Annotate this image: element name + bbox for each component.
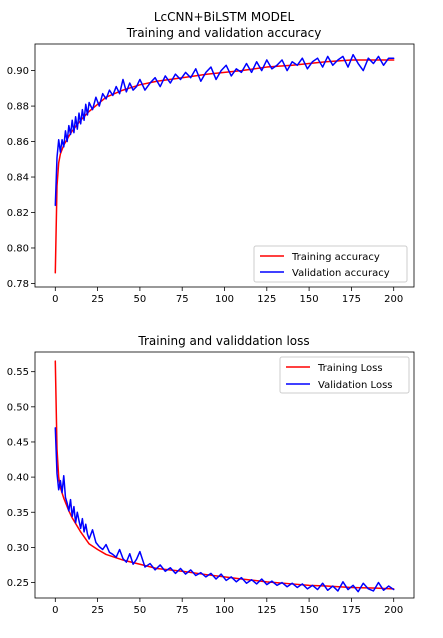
- legend-validation-accuracy-label: Validation accuracy: [292, 268, 390, 279]
- accuracy-x-tick-label: 125: [257, 294, 276, 305]
- accuracy-legend-frame: [253, 245, 408, 283]
- loss-x-axis: 0 25 50 75 100 125 150 175 200: [52, 598, 403, 616]
- loss-y-tick-label: 0.55: [7, 367, 29, 378]
- loss-x-tick-label: 200: [384, 605, 403, 616]
- loss-y-tick-label: 0.40: [7, 473, 29, 484]
- loss-chart: Training and validdation loss 0 25 50 75 100…: [7, 334, 415, 616]
- accuracy-x-axis: 0 25 50 75 100 125 150 175 200: [52, 287, 403, 305]
- accuracy-x-tick-label: 175: [342, 294, 361, 305]
- accuracy-x-tick-label: 100: [215, 294, 234, 305]
- accuracy-y-axis: 0.78 0.80 0.82 0.84 0.86 0.88 0.90: [7, 66, 35, 290]
- accuracy-y-tick-label: 0.88: [7, 102, 29, 113]
- loss-y-axis: 0.25 0.30 0.35 0.40 0.45 0.50 0.55: [7, 367, 35, 589]
- accuracy-series: [54, 53, 395, 274]
- accuracy-y-tick-label: 0.86: [7, 137, 29, 148]
- loss-y-tick-label: 0.30: [7, 543, 29, 554]
- accuracy-y-tick-label: 0.90: [7, 66, 29, 77]
- accuracy-chart-title: LcCNN+BiLSTM MODEL: [154, 10, 295, 24]
- accuracy-x-tick-label: 200: [384, 294, 403, 305]
- training-loss-line: [54, 360, 395, 590]
- loss-x-tick-label: 175: [342, 605, 361, 616]
- validation-loss-line: [54, 427, 395, 593]
- legend-validation-loss-label: Validation Loss: [318, 380, 393, 391]
- accuracy-y-tick-label: 0.78: [7, 279, 29, 290]
- accuracy-chart-subtitle: Training and validation accuracy: [126, 26, 322, 40]
- loss-series: [54, 360, 395, 593]
- loss-x-tick-label: 75: [176, 605, 189, 616]
- accuracy-chart: LcCNN+BiLSTM MODEL Training and validati…: [7, 10, 415, 305]
- accuracy-x-tick-label: 150: [300, 294, 319, 305]
- loss-y-tick-label: 0.35: [7, 508, 29, 519]
- loss-y-tick-label: 0.25: [7, 578, 29, 589]
- loss-x-tick-label: 0: [52, 605, 58, 616]
- accuracy-x-tick-label: 75: [176, 294, 189, 305]
- loss-y-tick-label: 0.45: [7, 437, 29, 448]
- loss-legend: Training Loss Validation Loss: [279, 356, 410, 394]
- accuracy-x-tick-label: 25: [91, 294, 104, 305]
- loss-x-tick-label: 50: [134, 605, 147, 616]
- loss-y-tick-label: 0.50: [7, 402, 29, 413]
- training-accuracy-line: [54, 59, 395, 274]
- validation-accuracy-line: [54, 53, 395, 207]
- accuracy-x-tick-label: 0: [52, 294, 58, 305]
- accuracy-x-tick-label: 50: [134, 294, 147, 305]
- loss-x-tick-label: 100: [215, 605, 234, 616]
- legend-training-loss-label: Training Loss: [317, 363, 383, 374]
- accuracy-y-tick-label: 0.80: [7, 243, 29, 254]
- loss-x-tick-label: 150: [300, 605, 319, 616]
- loss-x-tick-label: 125: [257, 605, 276, 616]
- loss-x-tick-label: 25: [91, 605, 104, 616]
- loss-legend-frame: [279, 356, 410, 394]
- accuracy-y-tick-label: 0.84: [7, 173, 29, 184]
- accuracy-legend: Training accuracy Validation accuracy: [253, 245, 408, 283]
- loss-chart-title: Training and validdation loss: [137, 334, 309, 348]
- accuracy-y-tick-label: 0.82: [7, 208, 29, 219]
- legend-training-accuracy-label: Training accuracy: [291, 252, 380, 263]
